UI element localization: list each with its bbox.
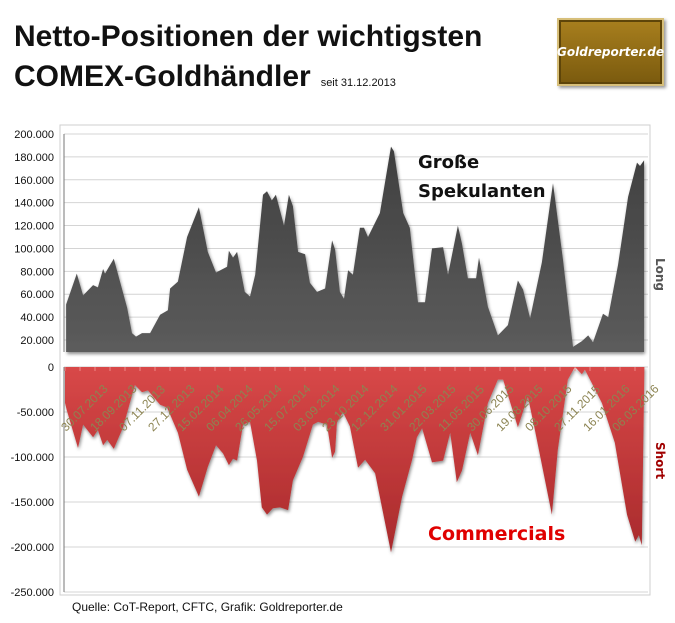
y-tick-label: 120.000 (14, 221, 54, 233)
y-tick-label: -100.000 (11, 452, 54, 464)
y-tick-label: -250.000 (11, 587, 54, 599)
source-note: Quelle: CoT-Report, CFTC, Grafik: Goldre… (72, 600, 343, 614)
plot-frame (59, 124, 651, 596)
y-tick-label: 40.000 (20, 312, 54, 324)
series-area-commercials (65, 367, 645, 553)
y-tick-label: 180.000 (14, 152, 54, 164)
label-commercials: Commercials (428, 523, 565, 545)
y-tick-label: 60.000 (20, 289, 54, 301)
x-tick-marks (64, 367, 636, 371)
y-tick-label: 160.000 (14, 175, 54, 187)
goldreporter-logo: Goldreporter.de (557, 18, 664, 86)
y-tick-label: 80.000 (20, 266, 54, 278)
chart-subtitle-since: seit 31.12.2013 (320, 77, 396, 89)
y-tick-label: -150.000 (11, 497, 54, 509)
y-tick-label: -200.000 (11, 542, 54, 554)
label-grosse: Große (418, 152, 479, 173)
series-area-grosse-spekulanten (66, 146, 645, 352)
y-tick-label: 20.000 (20, 335, 54, 347)
y-tick-label: 140.000 (14, 198, 54, 210)
y-tick-label: 200.000 (14, 129, 54, 141)
y-tick-label: -50.000 (17, 407, 54, 419)
y-tick-label: 100.000 (14, 243, 54, 255)
chart-title-main: COMEX-Goldhändler (14, 60, 311, 93)
side-label-long: Long (653, 258, 667, 291)
chart-title-line2: COMEX-Goldhändler seit 31.12.2013 (14, 60, 396, 94)
label-spekulanten: Spekulanten (418, 181, 546, 202)
y-tick-label: 0 (48, 362, 54, 374)
y-tick-labels: 200.000 180.000 160.000 140.000 120.000 100.0… (11, 129, 54, 599)
side-label-short: Short (653, 442, 667, 479)
chart-title-line1: Netto-Positionen der wichtigsten (14, 20, 483, 53)
logo-text: Goldreporter.de (557, 45, 664, 59)
